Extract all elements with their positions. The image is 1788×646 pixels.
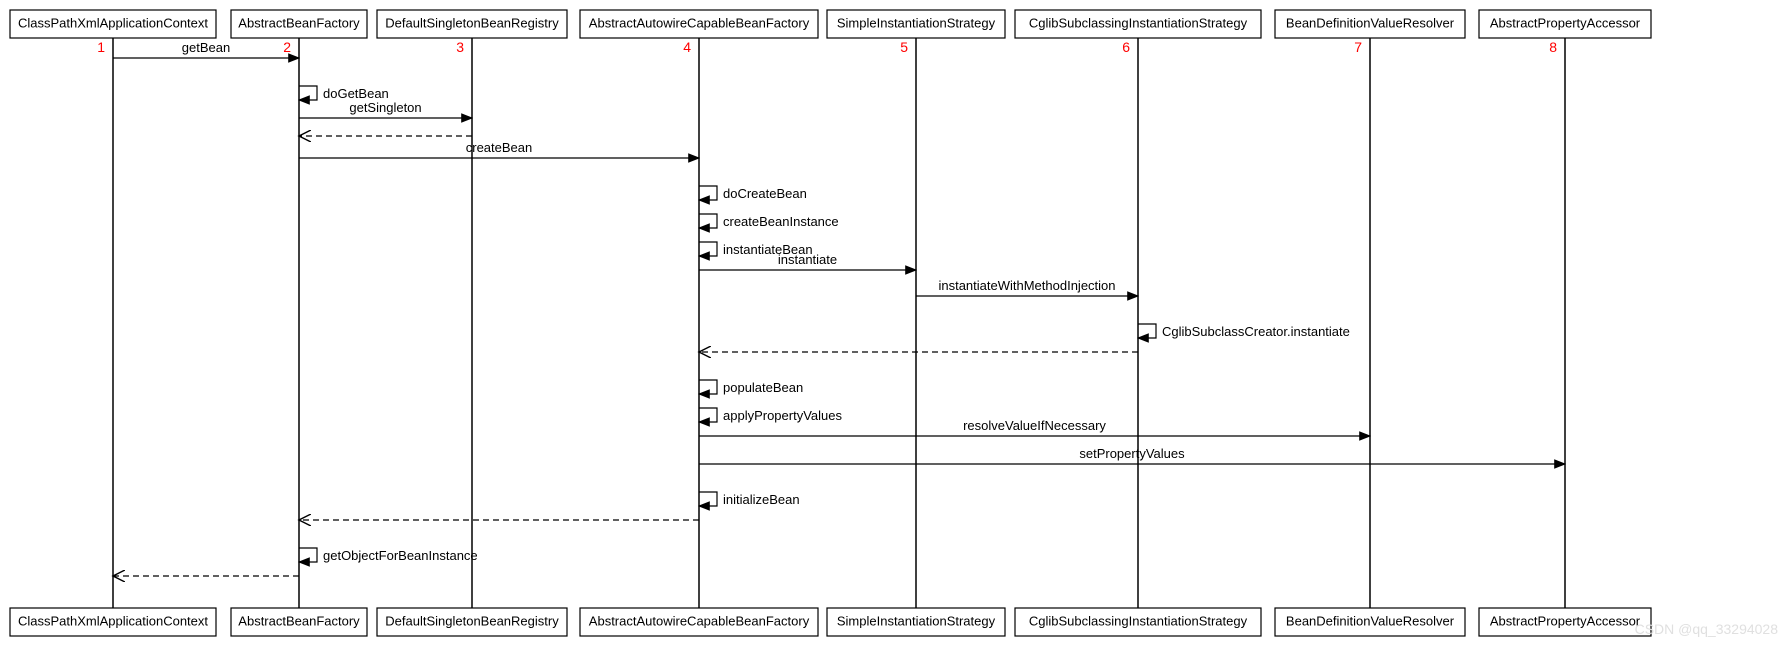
participant-label: AbstractAutowireCapableBeanFactory — [589, 613, 810, 628]
message-label: createBeanInstance — [723, 214, 839, 229]
self-message — [299, 86, 317, 100]
message-label: instantiate — [778, 252, 837, 267]
message-label: setPropertyValues — [1079, 446, 1185, 461]
participant-label: CglibSubclassingInstantiationStrategy — [1029, 15, 1248, 30]
watermark: CSDN @qq_33294028 — [1635, 621, 1779, 637]
participant-number: 4 — [683, 39, 691, 55]
participant-label: AbstractBeanFactory — [238, 15, 360, 30]
self-message — [699, 380, 717, 394]
self-message — [299, 548, 317, 562]
message-label: populateBean — [723, 380, 803, 395]
participant-label: ClassPathXmlApplicationContext — [18, 15, 208, 30]
participant-label: AbstractPropertyAccessor — [1490, 15, 1641, 30]
self-message — [699, 214, 717, 228]
self-message — [699, 408, 717, 422]
message-label: applyPropertyValues — [723, 408, 842, 423]
participant-number: 7 — [1354, 39, 1362, 55]
message-label: doGetBean — [323, 86, 389, 101]
message-label: initializeBean — [723, 492, 800, 507]
message-label: CglibSubclassCreator.instantiate — [1162, 324, 1350, 339]
participant-label: DefaultSingletonBeanRegistry — [385, 613, 559, 628]
self-message — [699, 242, 717, 256]
participant-label: CglibSubclassingInstantiationStrategy — [1029, 613, 1248, 628]
self-message — [699, 492, 717, 506]
participant-label: AbstractPropertyAccessor — [1490, 613, 1641, 628]
self-message — [699, 186, 717, 200]
participant-number: 8 — [1549, 39, 1557, 55]
participant-label: BeanDefinitionValueResolver — [1286, 15, 1455, 30]
participant-label: AbstractAutowireCapableBeanFactory — [589, 15, 810, 30]
message-label: resolveValueIfNecessary — [963, 418, 1106, 433]
participant-number: 5 — [900, 39, 908, 55]
participant-label: AbstractBeanFactory — [238, 613, 360, 628]
participant-label: BeanDefinitionValueResolver — [1286, 613, 1455, 628]
message-label: getBean — [182, 40, 230, 55]
participant-label: SimpleInstantiationStrategy — [837, 15, 996, 30]
message-label: getObjectForBeanInstance — [323, 548, 478, 563]
sequence-diagram: ClassPathXmlApplicationContext 1 ClassPath… — [0, 0, 1788, 646]
participant-number: 2 — [283, 39, 291, 55]
participant-label: DefaultSingletonBeanRegistry — [385, 15, 559, 30]
message-label: createBean — [466, 140, 533, 155]
message-label: getSingleton — [349, 100, 421, 115]
message-label: instantiateWithMethodInjection — [938, 278, 1115, 293]
participant-label: SimpleInstantiationStrategy — [837, 613, 996, 628]
participant-label: ClassPathXmlApplicationContext — [18, 613, 208, 628]
self-message — [1138, 324, 1156, 338]
participant-number: 3 — [456, 39, 464, 55]
participant-number: 6 — [1122, 39, 1130, 55]
message-label: doCreateBean — [723, 186, 807, 201]
participant-number: 1 — [97, 39, 105, 55]
